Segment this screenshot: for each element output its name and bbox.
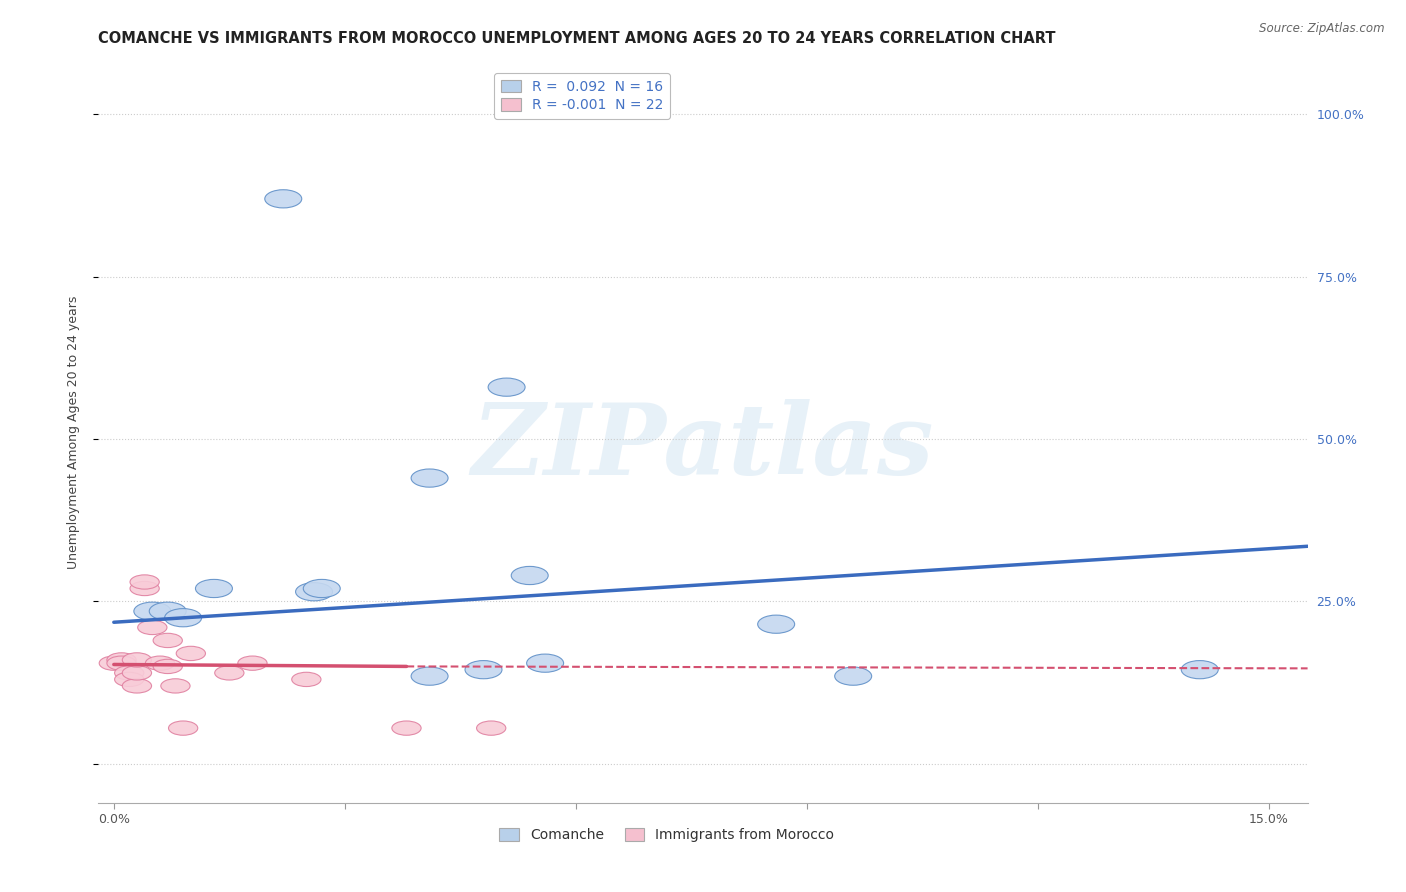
Ellipse shape	[392, 721, 422, 735]
Ellipse shape	[488, 378, 524, 396]
Ellipse shape	[304, 580, 340, 598]
Text: ZIPatlas: ZIPatlas	[472, 400, 934, 496]
Ellipse shape	[115, 673, 143, 687]
Ellipse shape	[1181, 661, 1218, 679]
Ellipse shape	[160, 679, 190, 693]
Ellipse shape	[215, 665, 245, 680]
Ellipse shape	[122, 679, 152, 693]
Ellipse shape	[527, 654, 564, 673]
Ellipse shape	[477, 721, 506, 735]
Ellipse shape	[134, 602, 170, 620]
Ellipse shape	[138, 620, 167, 634]
Ellipse shape	[169, 721, 198, 735]
Text: COMANCHE VS IMMIGRANTS FROM MOROCCO UNEMPLOYMENT AMONG AGES 20 TO 24 YEARS CORRE: COMANCHE VS IMMIGRANTS FROM MOROCCO UNEM…	[98, 31, 1056, 46]
Ellipse shape	[107, 656, 136, 670]
Ellipse shape	[145, 656, 174, 670]
Ellipse shape	[465, 661, 502, 679]
Ellipse shape	[153, 633, 183, 648]
Ellipse shape	[122, 665, 152, 680]
Ellipse shape	[100, 656, 128, 670]
Ellipse shape	[129, 582, 159, 596]
Ellipse shape	[238, 656, 267, 670]
Ellipse shape	[264, 190, 302, 208]
Ellipse shape	[107, 653, 136, 667]
Legend: Comanche, Immigrants from Morocco: Comanche, Immigrants from Morocco	[494, 822, 839, 847]
Ellipse shape	[411, 667, 449, 685]
Text: Source: ZipAtlas.com: Source: ZipAtlas.com	[1260, 22, 1385, 36]
Ellipse shape	[165, 608, 201, 627]
Y-axis label: Unemployment Among Ages 20 to 24 years: Unemployment Among Ages 20 to 24 years	[67, 296, 80, 569]
Ellipse shape	[512, 566, 548, 584]
Ellipse shape	[835, 667, 872, 685]
Ellipse shape	[195, 580, 232, 598]
Ellipse shape	[122, 653, 152, 667]
Ellipse shape	[758, 615, 794, 633]
Ellipse shape	[153, 659, 183, 673]
Ellipse shape	[291, 673, 321, 687]
Ellipse shape	[115, 665, 143, 680]
Ellipse shape	[176, 647, 205, 661]
Ellipse shape	[295, 582, 333, 601]
Ellipse shape	[129, 574, 159, 589]
Ellipse shape	[411, 469, 449, 487]
Ellipse shape	[149, 602, 186, 620]
